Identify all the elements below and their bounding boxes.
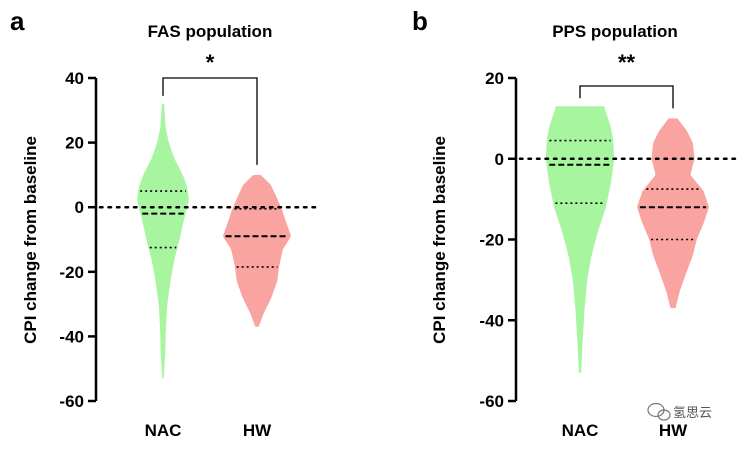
category-label-nac: NAC: [562, 421, 599, 440]
y-ticks-a: -60 -40 -20 0 20 40: [59, 69, 96, 411]
significance-label: *: [206, 50, 215, 75]
significance-bracket-b: **: [579, 50, 674, 109]
significance-bracket-line: [162, 77, 258, 165]
violin-hw: [223, 174, 291, 327]
violin-hw: [637, 118, 709, 309]
y-axis-label-b: CPI change from baseline: [430, 136, 449, 344]
significance-bracket-line: [579, 85, 674, 109]
panel-letter-b: b: [412, 6, 428, 36]
chart-title-a: FAS population: [148, 22, 273, 41]
y-tick-label: -40: [479, 311, 504, 330]
y-tick-label: 40: [65, 69, 84, 88]
category-labels-b: NAC HW: [562, 421, 689, 440]
category-label-hw: HW: [243, 421, 272, 440]
watermark-text: 氢思云: [673, 405, 712, 420]
violin-nac: [545, 106, 615, 373]
significance-label: **: [618, 50, 636, 75]
watermark: 氢思云: [647, 402, 712, 421]
category-labels-a: NAC HW: [145, 421, 273, 440]
violins-a: [137, 103, 291, 379]
category-label-hw: HW: [659, 421, 688, 440]
y-tick-label: -40: [59, 327, 84, 346]
y-tick-label: -20: [59, 263, 84, 282]
y-tick-label: 0: [75, 198, 84, 217]
category-label-nac: NAC: [145, 421, 182, 440]
y-tick-label: -60: [59, 392, 84, 411]
y-tick-label: 20: [65, 134, 84, 153]
y-ticks-b: -60 -40 -20 0 20: [479, 69, 516, 411]
panel-b: b PPS population CPI change from baselin…: [412, 6, 742, 440]
y-tick-label: -60: [479, 392, 504, 411]
y-tick-label: 20: [485, 69, 504, 88]
y-tick-label: 0: [495, 150, 504, 169]
significance-bracket-a: *: [162, 50, 258, 165]
panel-a: a FAS population CPI change from baselin…: [10, 6, 322, 440]
violins-b: [545, 106, 709, 373]
y-axis-label-a: CPI change from baseline: [21, 136, 40, 344]
y-tick-label: -20: [479, 231, 504, 250]
panel-letter-a: a: [10, 6, 25, 36]
wechat-icon: [647, 402, 671, 421]
chart-title-b: PPS population: [552, 22, 678, 41]
violin-nac: [137, 103, 189, 379]
